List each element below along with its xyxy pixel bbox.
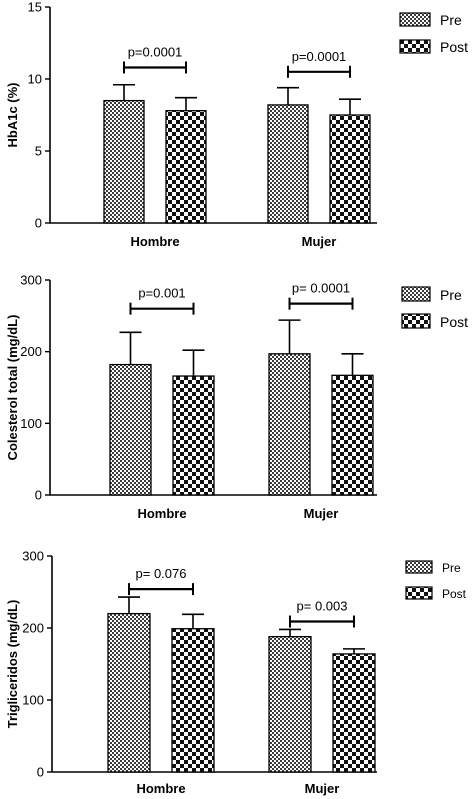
y-tick-label: 300	[20, 273, 42, 288]
bar-post-hombre	[172, 375, 215, 496]
x-category-label: Hombre	[130, 234, 179, 249]
y-tick-label: 0	[37, 765, 44, 780]
bar-post-hombre	[165, 110, 207, 224]
legend-label-post: Post	[442, 587, 467, 601]
y-axis-title: Trigliceridos (mg/dL)	[5, 600, 20, 729]
x-category-label: Mujer	[305, 781, 340, 796]
legend-label-pre: Pre	[440, 287, 462, 303]
p-value-label: p= 0.0001	[292, 281, 350, 296]
p-value-label: p=0.0001	[128, 44, 183, 59]
hba1c-panel: 0 5 10 15 HbA1c (%) Hombre Mujer p=0.0001 p=0.00…	[5, 0, 468, 249]
legend-swatch-pre	[405, 560, 433, 574]
bar-pre-hombre	[107, 612, 151, 773]
legend-swatch-post	[405, 586, 433, 600]
colesterol-panel: 0 100 200 300 Colesterol total (mg/dL) Hombre…	[5, 273, 468, 522]
y-tick-label: 200	[20, 344, 42, 359]
legend-label-pre: Pre	[440, 12, 462, 28]
p-value-label: p= 0.076	[136, 566, 187, 581]
y-tick-label: 5	[35, 144, 42, 159]
y-tick-label: 100	[20, 416, 42, 431]
p-value-label: p= 0.003	[297, 599, 348, 614]
bar-post-hombre	[171, 628, 215, 773]
bar-post-mujer	[329, 114, 371, 224]
x-category-label: Mujer	[304, 506, 339, 521]
trigliceridos-panel: 0 100 200 300 Trigliceridos (mg/dL) Hombre Muj…	[5, 549, 467, 797]
bar-pre-mujer	[267, 104, 309, 224]
bar-post-mujer	[331, 374, 374, 496]
bar-pre-hombre	[109, 363, 152, 496]
legend-swatch-post	[399, 39, 431, 54]
y-tick-label: 15	[28, 0, 42, 15]
y-tick-label: 200	[22, 621, 44, 636]
y-axis-title: Colesterol total (mg/dL)	[5, 315, 20, 461]
y-tick-label: 0	[35, 488, 42, 503]
p-value-label: p=0.0001	[292, 49, 347, 64]
y-tick-label: 300	[22, 549, 44, 564]
x-category-label: Hombre	[137, 506, 186, 521]
y-tick-label: 0	[35, 216, 42, 231]
x-category-label: Mujer	[302, 234, 337, 249]
p-value-label: p=0.001	[138, 286, 185, 301]
legend-label-post: Post	[440, 314, 468, 330]
bar-pre-hombre	[103, 99, 145, 224]
y-axis-title: HbA1c (%)	[5, 82, 20, 147]
legend-swatch-post	[401, 313, 431, 329]
y-tick-label: 10	[28, 72, 42, 87]
bar-post-mujer	[332, 653, 376, 773]
bar-pre-mujer	[268, 353, 311, 496]
legend-swatch-pre	[401, 286, 431, 302]
x-category-label: Hombre	[136, 781, 185, 796]
legend-label-pre: Pre	[442, 561, 461, 575]
legend-label-post: Post	[440, 39, 468, 55]
legend-swatch-pre	[399, 12, 431, 27]
y-tick-label: 100	[22, 693, 44, 708]
bar-pre-mujer	[268, 635, 312, 773]
